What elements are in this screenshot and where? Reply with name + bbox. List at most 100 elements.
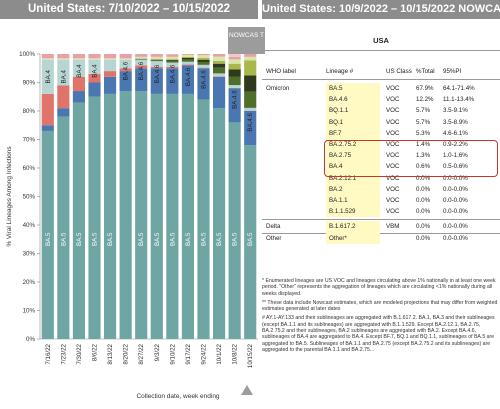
bar-segment [197, 64, 210, 68]
cell-pi: 3.5-8.9% [443, 118, 468, 126]
x-tick-label: 7/23/22 [60, 343, 67, 364]
table-row: BA.2 VOC 0.0% 0.0-0.0% [262, 183, 500, 195]
bar-segment [135, 56, 148, 59]
bar-segment [181, 65, 195, 94]
cell-us-class: VBM [386, 223, 400, 231]
bar-label: BA.5 [60, 232, 67, 246]
bar-segment [57, 108, 70, 117]
bar-segment [181, 64, 195, 66]
bar-segment [57, 85, 70, 109]
x-tick-label: 10/15/22 [247, 343, 254, 368]
bar-segment [212, 56, 226, 61]
cell-pi: 64.1-71.4% [443, 85, 475, 92]
table-header: WHO label Lineage # US Class %Total 95%P… [262, 68, 500, 80]
cell-pi: 0.0-0.0% [443, 208, 468, 216]
bar-label: BA.5 [201, 232, 208, 246]
bar-segment [119, 68, 132, 72]
bar-label: BA.5 [45, 232, 52, 246]
x-tick-label: 9/24/22 [201, 343, 208, 364]
bar-segment [244, 60, 257, 76]
y-tick-label: 50% [23, 194, 36, 201]
cell-total: 12.2% [416, 96, 434, 104]
bar-segment [72, 54, 86, 59]
bar-segment [212, 73, 226, 77]
row-separator [262, 233, 500, 235]
cell-us-class: VOC [386, 129, 400, 137]
bar-segment [150, 93, 163, 340]
bar-segment [228, 63, 241, 70]
table-row: BA.4 VOC 0.6% 0.5-0.6% [262, 161, 500, 173]
bar-segment [103, 93, 117, 340]
x-tick-label: 9/3/22 [154, 343, 161, 361]
bar-segment [41, 125, 54, 131]
bar-label: BA.5 [185, 232, 192, 246]
bar-segment [228, 69, 241, 77]
cell-us-class: VOC [386, 118, 400, 126]
y-tick-label: 40% [23, 222, 36, 229]
x-tick-label: 9/17/22 [185, 343, 192, 364]
bar-label: BA.4 [76, 64, 83, 78]
cell-lineage: BA.1.1 [326, 195, 380, 207]
bar-segment [244, 91, 257, 108]
bar-segment [244, 145, 257, 339]
bar-segment [244, 107, 257, 111]
bar-label: BA.4.6 [185, 67, 192, 86]
col-lineage: Lineage # [326, 68, 354, 75]
bar-segment [72, 58, 86, 60]
cell-lineage: B.1.1.529 [326, 206, 380, 218]
bar-segment [57, 116, 70, 339]
bar-segment [103, 59, 117, 72]
y-tick-label: 30% [23, 251, 36, 258]
bar-segment [41, 93, 54, 126]
cell-total: 0.0% [416, 174, 431, 182]
cell-us-class: VOC [386, 185, 400, 193]
bar-segment [181, 57, 195, 60]
bar-label: BA.4.6 [247, 113, 254, 132]
cell-us-class: VOC [386, 208, 400, 216]
bar-segment [150, 59, 163, 60]
bar-label: BA.5 [138, 232, 145, 246]
bar-label: BA.4 [45, 70, 52, 84]
table-row: BA.4.6 VOC 12.2% 11.1-13.4% [262, 94, 500, 106]
cell-total: 5.7% [416, 118, 431, 126]
cell-us-class: VOC [386, 163, 400, 171]
bar-segment [197, 54, 210, 56]
y-tick-label: 70% [23, 137, 36, 144]
bar-label: BA.5 [247, 232, 254, 246]
bar-segment [197, 68, 210, 100]
y-axis-label: % Viral Lineages Among Infections [6, 146, 13, 247]
table-row: BA.2.12.1 VOC 0.0% 0.0-0.0% [262, 172, 500, 184]
bar-segment [119, 58, 132, 60]
bar-label: BA.5 [232, 232, 239, 246]
bar-segment [212, 67, 226, 74]
y-tick-label: 90% [23, 80, 36, 87]
bar-label: BA.4.6 [169, 64, 176, 83]
bar-segment [150, 54, 163, 57]
table-row: BQ.1.1 VOC 5.7% 3.5-9.1% [262, 105, 500, 117]
cell-who-label: Delta [266, 223, 281, 231]
bar-segment [197, 57, 210, 60]
bar-segment [212, 63, 226, 68]
bar-segment [228, 88, 241, 123]
bar-segment [88, 54, 101, 59]
bar-segment [119, 59, 132, 69]
bar-segment [150, 59, 163, 61]
bar-label: BA.5 [216, 232, 223, 246]
bar-segment [72, 102, 86, 339]
cell-pi: 0.5-0.6% [443, 163, 468, 171]
bar-segment [103, 54, 117, 59]
cell-lineage: BA.2 [326, 183, 380, 195]
cell-lineage: BQ.1.1 [326, 105, 380, 117]
nowcast-header: United States: 10/9/2022 – 10/15/2022 NO… [262, 0, 500, 19]
bar-segment [181, 54, 195, 57]
bar-segment [88, 59, 101, 74]
bar-segment [72, 76, 86, 92]
bar-label: BA.4.6 [232, 90, 239, 109]
bar-segment [103, 58, 117, 60]
y-tick-label: 20% [23, 279, 36, 286]
x-axis-label: Collection date, week ending [136, 393, 220, 400]
cell-lineage: BA.2.75 [326, 150, 380, 162]
y-tick-label: 100% [19, 51, 35, 58]
cell-pi: 0.0-0.0% [443, 223, 468, 231]
row-separator [262, 218, 500, 220]
